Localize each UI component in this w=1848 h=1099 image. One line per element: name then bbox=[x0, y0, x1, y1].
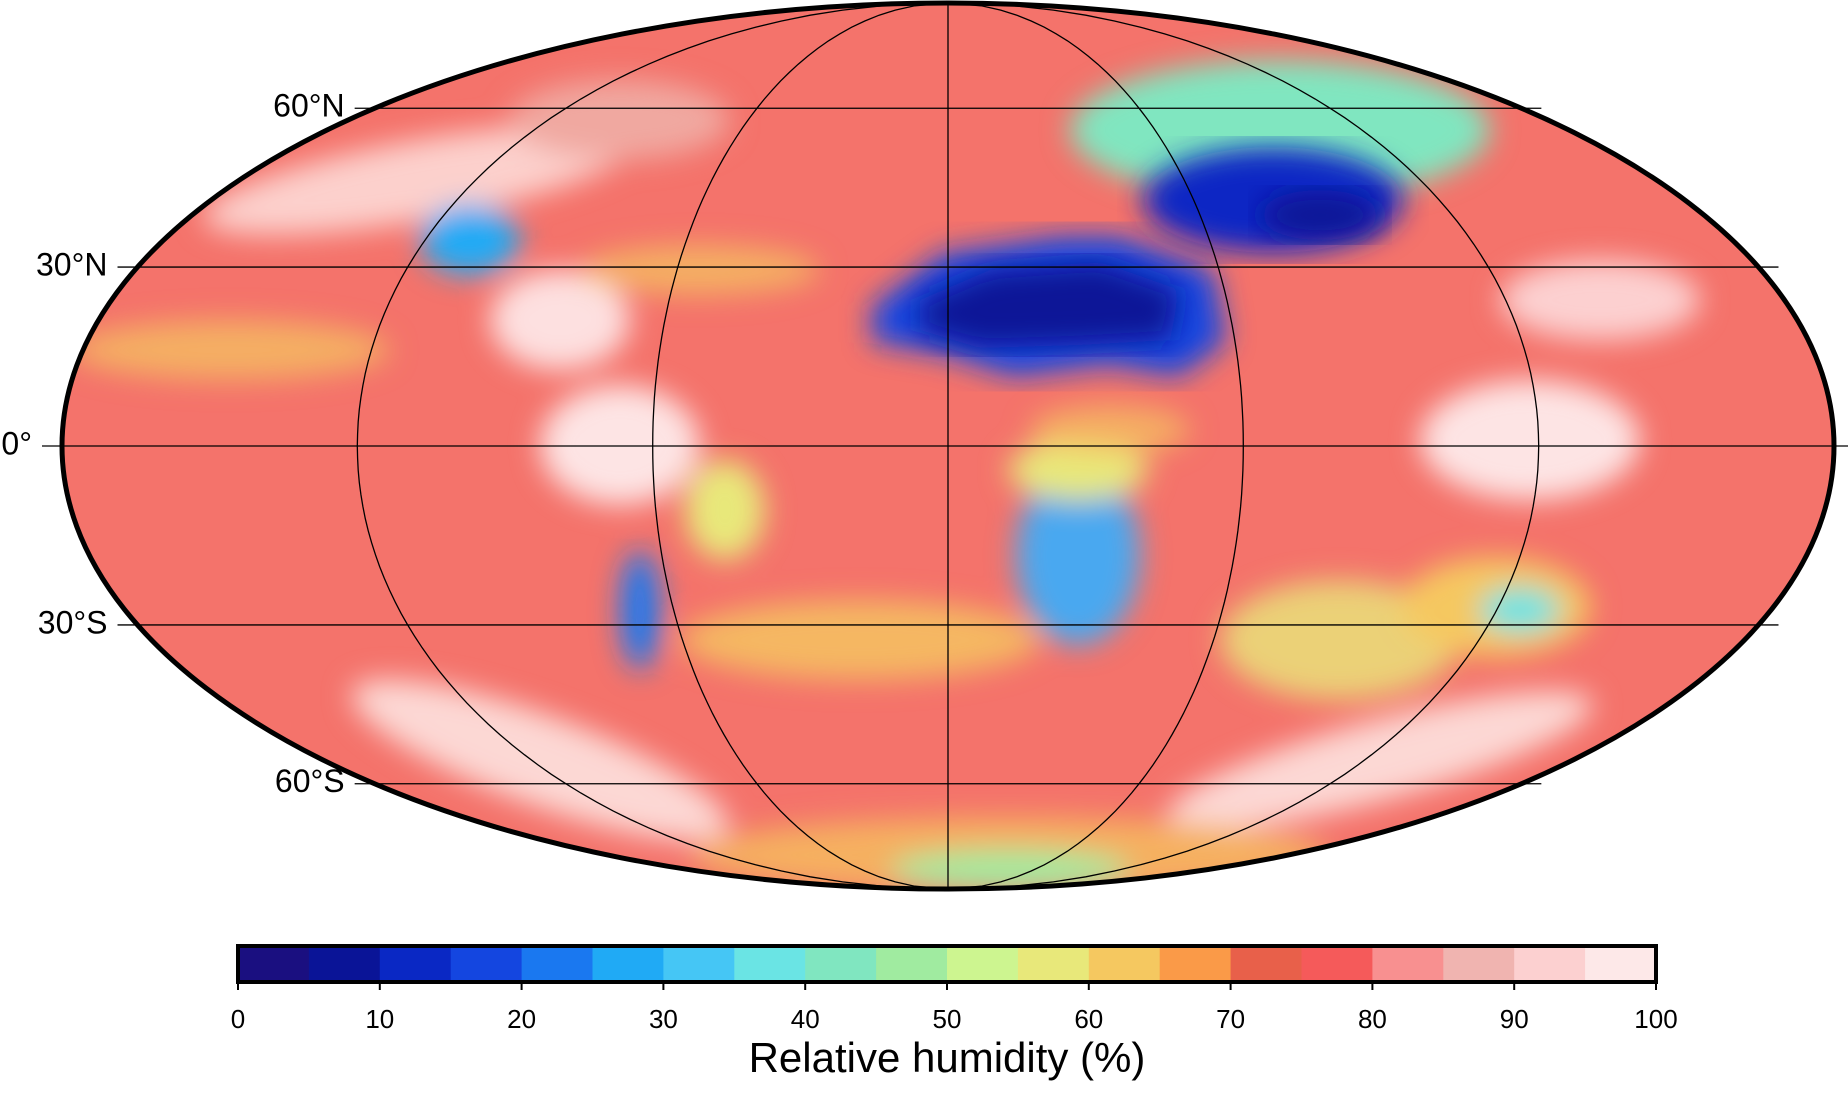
colorbar-swatch bbox=[450, 946, 523, 982]
colorbar-tick-label: 0 bbox=[231, 1004, 245, 1034]
colorbar-swatch bbox=[805, 946, 877, 982]
colorbar-swatch bbox=[947, 946, 1019, 982]
colorbar-tick-label: 30 bbox=[649, 1004, 678, 1034]
colorbar-swatch bbox=[521, 946, 593, 982]
colorbar-swatch bbox=[1230, 946, 1302, 982]
colorbar-swatch bbox=[1514, 946, 1586, 982]
colorbar: 0 10 20 30 40 50 60 70 80 90 100 bbox=[231, 944, 1678, 1034]
colorbar-tick-label: 100 bbox=[1634, 1004, 1677, 1034]
colorbar-swatch bbox=[734, 946, 806, 982]
graticule: 60°N 30°N 0° 30°S 60°S bbox=[1, 2, 1848, 890]
colorbar-title: Relative humidity (%) bbox=[749, 1034, 1146, 1081]
colorbar-swatch bbox=[876, 946, 948, 982]
colorbar-swatch bbox=[308, 946, 381, 982]
colorbar-tick-label: 90 bbox=[1500, 1004, 1529, 1034]
colorbar-tick-label: 20 bbox=[507, 1004, 536, 1034]
colorbar-tick-label: 40 bbox=[791, 1004, 820, 1034]
colorbar-swatch bbox=[1301, 946, 1373, 982]
latitude-label: 0° bbox=[1, 425, 32, 461]
colorbar-tick-label: 50 bbox=[933, 1004, 962, 1034]
colorbar-swatch bbox=[1017, 946, 1090, 982]
colorbar-swatch bbox=[663, 946, 735, 982]
colorbar-swatch bbox=[238, 946, 310, 982]
colorbar-tick-label: 80 bbox=[1358, 1004, 1387, 1034]
colorbar-tick-label: 70 bbox=[1216, 1004, 1245, 1034]
colorbar-swatch bbox=[1088, 946, 1161, 982]
map-frame bbox=[59, 0, 1837, 892]
meridian bbox=[652, 2, 949, 890]
colorbar-swatch bbox=[1585, 946, 1657, 982]
latitude-label: 30°N bbox=[36, 246, 108, 282]
colorbar-tick-label: 10 bbox=[365, 1004, 394, 1034]
colorbar-swatch bbox=[1443, 946, 1515, 982]
meridian bbox=[356, 2, 949, 890]
meridian bbox=[947, 2, 1540, 890]
latitude-label: 60°N bbox=[273, 88, 345, 124]
colorbar-swatch bbox=[1159, 946, 1232, 982]
colorbar-swatch bbox=[592, 946, 664, 982]
meridian bbox=[947, 2, 1244, 890]
colorbar-swatch bbox=[1372, 946, 1444, 982]
latitude-label: 60°S bbox=[275, 763, 345, 799]
latitude-label: 30°S bbox=[38, 604, 108, 640]
colorbar-tick-label: 60 bbox=[1074, 1004, 1103, 1034]
colorbar-swatch bbox=[379, 946, 452, 982]
